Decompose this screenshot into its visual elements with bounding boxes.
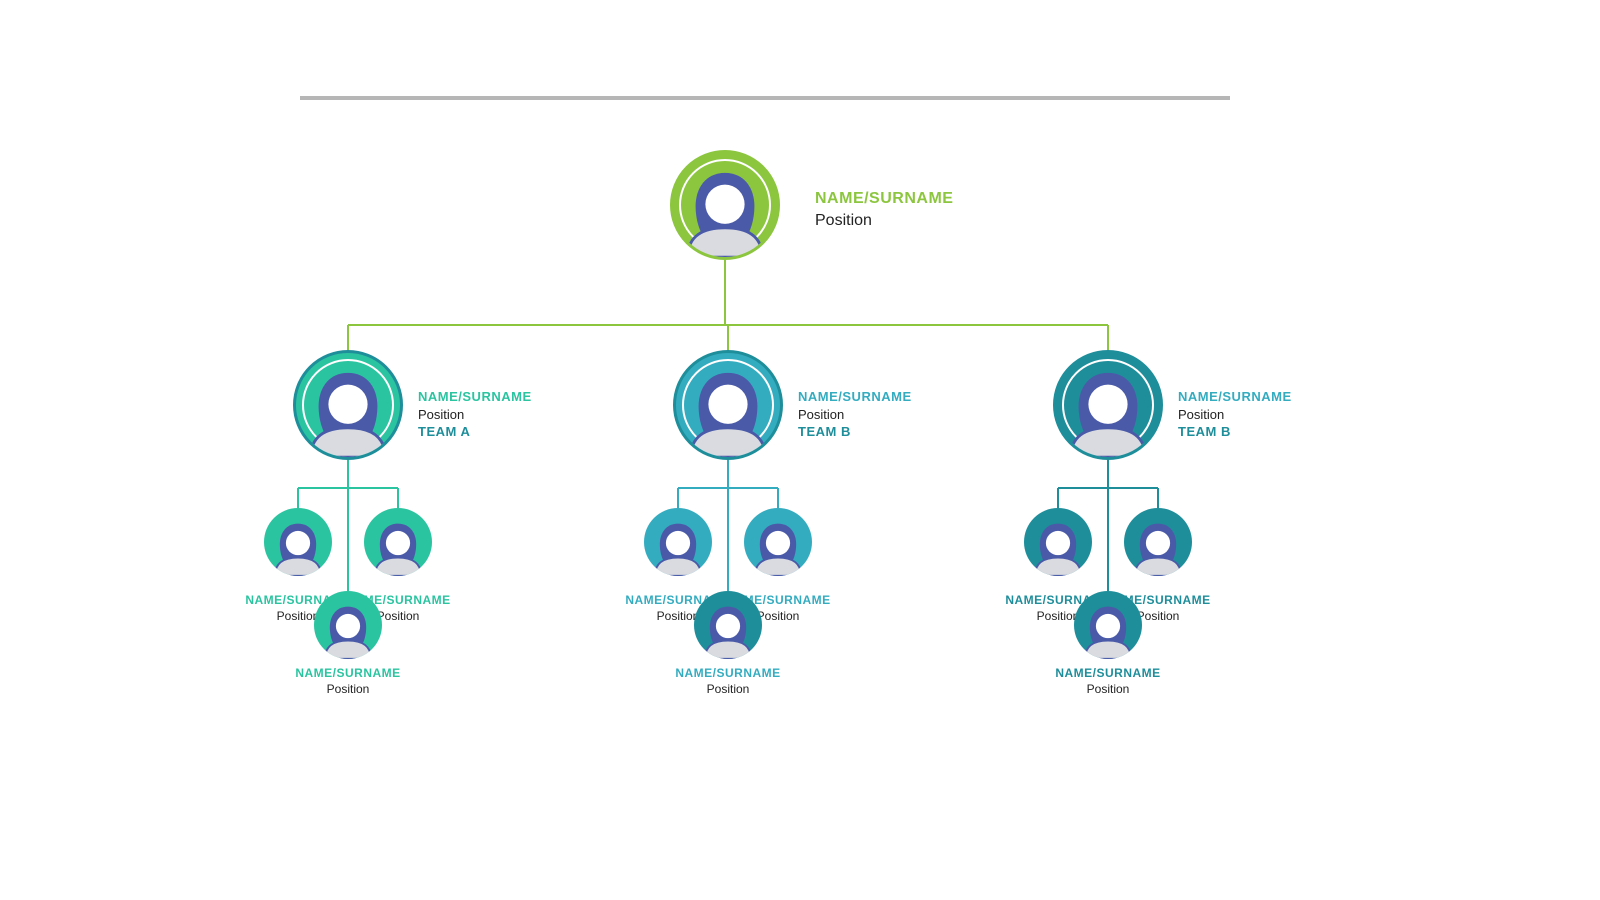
manager-position: Position [798, 406, 912, 424]
leaf-avatar-icon [744, 508, 812, 576]
connector [297, 488, 299, 508]
manager-avatar-icon [673, 350, 783, 460]
manager-team: TEAM B [798, 423, 912, 441]
manager-name: NAME/SURNAME [798, 388, 912, 406]
org-chart: NAME/SURNAMEPosition NAME/SURNAMEPositio… [0, 0, 1600, 900]
connector [724, 260, 726, 325]
connector [677, 488, 679, 508]
manager-label: NAME/SURNAMEPositionTEAM B [1178, 388, 1292, 441]
leaf-label: NAME/SURNAMEPosition [1036, 665, 1180, 697]
leaf-name: NAME/SURNAME [656, 665, 800, 681]
connector [777, 488, 779, 508]
root-name: NAME/SURNAME [815, 188, 953, 210]
leaf-avatar-icon [264, 508, 332, 576]
leaf-position: Position [656, 681, 800, 697]
connector [1057, 488, 1059, 508]
leaf-avatar-icon [1024, 508, 1092, 576]
root-label: NAME/SURNAMEPosition [815, 188, 953, 231]
manager-label: NAME/SURNAMEPositionTEAM A [418, 388, 532, 441]
connector [1157, 488, 1159, 508]
leaf-position: Position [276, 681, 420, 697]
manager-position: Position [1178, 406, 1292, 424]
manager-avatar-icon [1053, 350, 1163, 460]
header-divider [300, 96, 1230, 100]
leaf-avatar-icon [364, 508, 432, 576]
root-avatar-icon [670, 150, 780, 260]
connector [397, 488, 399, 508]
manager-name: NAME/SURNAME [418, 388, 532, 406]
leaf-label: NAME/SURNAMEPosition [656, 665, 800, 697]
connector [1107, 460, 1109, 488]
leaf-avatar-icon [644, 508, 712, 576]
connector [1107, 488, 1109, 591]
manager-label: NAME/SURNAMEPositionTEAM B [798, 388, 912, 441]
root-position: Position [815, 210, 953, 232]
manager-avatar-icon [293, 350, 403, 460]
leaf-name: NAME/SURNAME [1036, 665, 1180, 681]
leaf-avatar-icon [1124, 508, 1192, 576]
leaf-avatar-icon [694, 591, 762, 659]
manager-position: Position [418, 406, 532, 424]
leaf-avatar-icon [314, 591, 382, 659]
connector [727, 488, 729, 591]
connector [347, 460, 349, 488]
leaf-avatar-icon [1074, 591, 1142, 659]
manager-team: TEAM A [418, 423, 532, 441]
connector [347, 488, 349, 591]
manager-team: TEAM B [1178, 423, 1292, 441]
leaf-position: Position [1036, 681, 1180, 697]
leaf-label: NAME/SURNAMEPosition [276, 665, 420, 697]
leaf-name: NAME/SURNAME [276, 665, 420, 681]
manager-name: NAME/SURNAME [1178, 388, 1292, 406]
connector [727, 460, 729, 488]
